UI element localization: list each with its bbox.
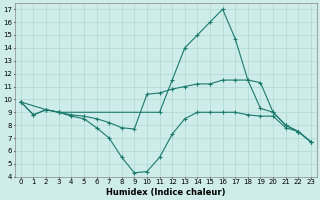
X-axis label: Humidex (Indice chaleur): Humidex (Indice chaleur)	[106, 188, 226, 197]
